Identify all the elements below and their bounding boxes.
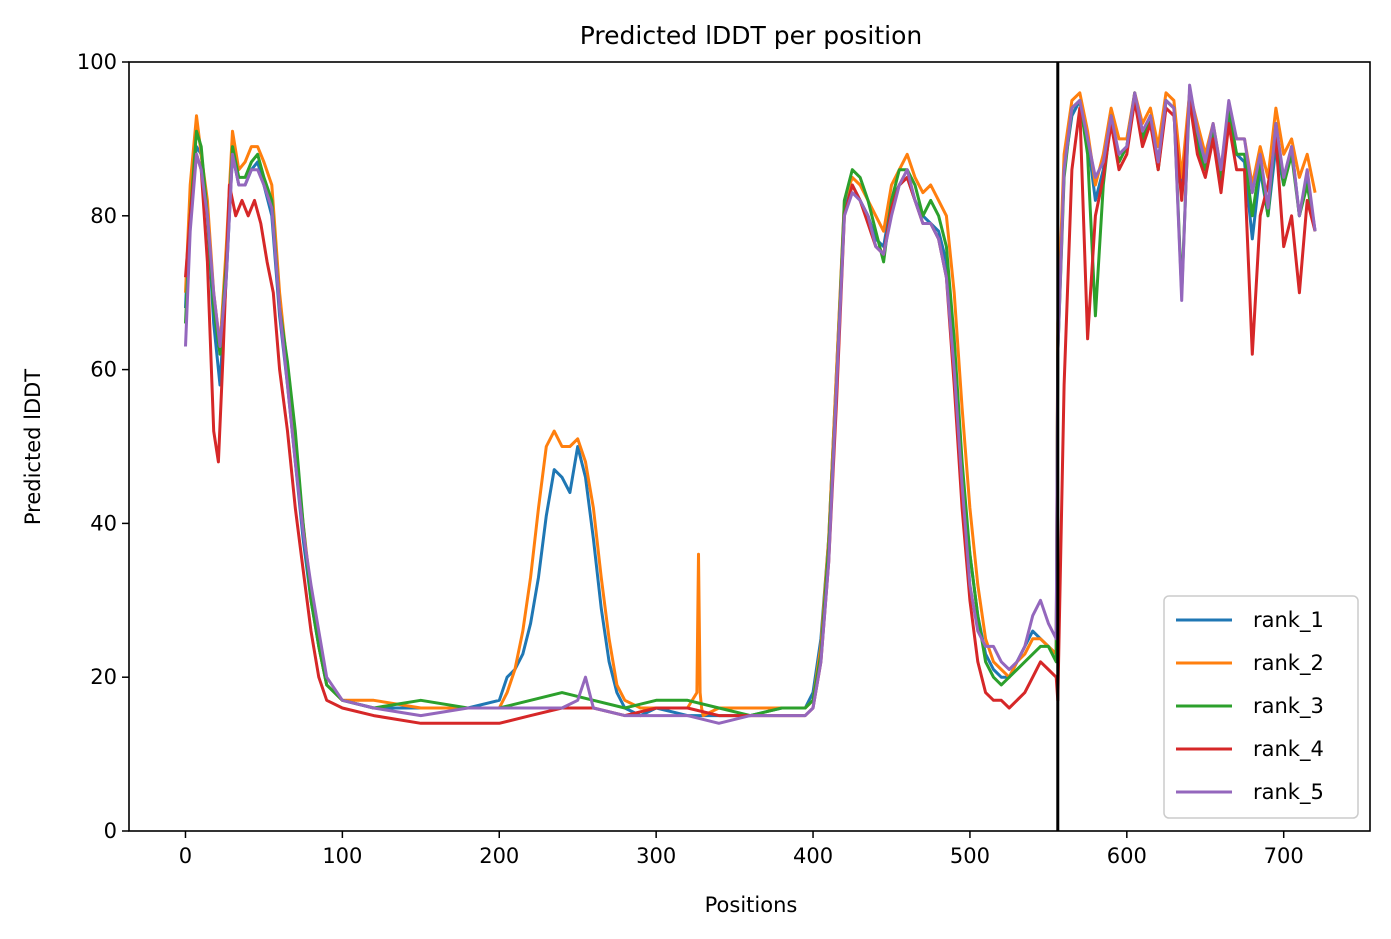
y-axis-title: Predicted lDDT — [21, 369, 45, 525]
chart-title: Predicted lDDT per position — [580, 21, 922, 50]
legend-label-rank-2: rank_2 — [1253, 651, 1324, 676]
x-tick-label: 200 — [479, 844, 519, 868]
series-line-rank-5 — [184, 83, 1317, 725]
x-tick-label: 300 — [636, 844, 676, 868]
x-tick-label: 600 — [1107, 844, 1147, 868]
y-tick-label: 80 — [90, 204, 117, 228]
legend-label-rank-5: rank_5 — [1253, 780, 1324, 805]
y-tick-label: 40 — [90, 511, 117, 535]
y-tick-label: 60 — [90, 358, 117, 382]
x-tick-label: 0 — [179, 844, 192, 868]
plot-frame — [128, 61, 1371, 832]
x-tick-label: 100 — [322, 844, 362, 868]
series-line-rank-3 — [184, 91, 1317, 718]
x-axis-title: Positions — [705, 893, 798, 917]
x-tick-label: 500 — [950, 844, 990, 868]
legend-label-rank-4: rank_4 — [1253, 737, 1324, 762]
series-line-rank-1 — [184, 91, 1317, 718]
y-tick-label: 20 — [90, 665, 117, 689]
y-tick-label: 0 — [104, 819, 117, 843]
legend-label-rank-1: rank_1 — [1253, 608, 1324, 633]
y-tick-label: 100 — [77, 50, 117, 74]
series-line-rank-2 — [184, 91, 1317, 718]
plot-area: 0 100 200 300 400 500 600 700 0 20 40 60 80 100 rank_1… — [77, 50, 1371, 868]
series-line-rank-4 — [184, 99, 1317, 725]
legend-box — [1163, 595, 1359, 819]
x-tick-label: 400 — [793, 844, 833, 868]
legend-label-rank-3: rank_3 — [1253, 694, 1324, 719]
x-tick-label: 700 — [1264, 844, 1304, 868]
